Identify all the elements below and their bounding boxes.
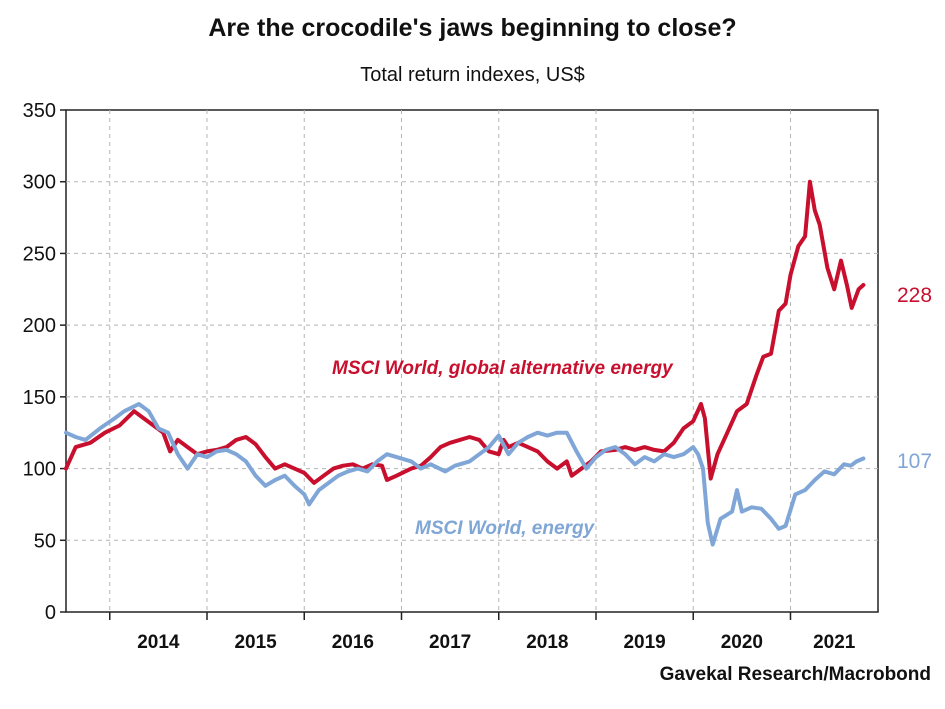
x-tick-label: 2015 [234,632,277,653]
series-line-energy [64,402,866,547]
y-tick-label: 50 [34,530,56,552]
grid [66,110,878,612]
y-tick-label: 150 [23,387,56,409]
plot-frame [65,109,879,613]
y-tick-label: 350 [23,100,56,122]
x-tick-label: 2020 [721,632,763,653]
x-axis: 2014 2015 2016 2017 2018 2019 2020 2021 [109,612,856,653]
chart-subtitle: Total return indexes, US$ [360,64,585,86]
y-tick-label: 250 [23,243,56,265]
series-lines [64,179,866,547]
series-line-alt-energy [64,179,866,485]
y-tick-label: 300 [23,172,56,194]
series-label-alt-energy: MSCI World, global alternative energy [332,358,674,379]
x-tick-label: 2019 [623,632,665,653]
y-axis: 0 50 100 150 200 250 300 350 [23,100,66,624]
x-tick-label: 2021 [813,632,856,653]
x-tick-label: 2018 [526,632,568,653]
x-tick-label: 2017 [429,632,471,653]
chart-source: Gavekal Research/Macrobond [659,664,931,685]
y-tick-label: 0 [45,602,56,624]
chart-title: Are the crocodile's jaws beginning to cl… [208,14,737,42]
end-label-energy: 107 [897,450,932,473]
x-tick-label: 2016 [332,632,374,653]
x-tick-label: 2014 [137,632,180,653]
y-tick-label: 100 [23,459,56,481]
y-tick-label: 200 [23,315,56,337]
series-label-energy: MSCI World, energy [415,518,596,539]
end-label-alt-energy: 228 [897,284,932,307]
